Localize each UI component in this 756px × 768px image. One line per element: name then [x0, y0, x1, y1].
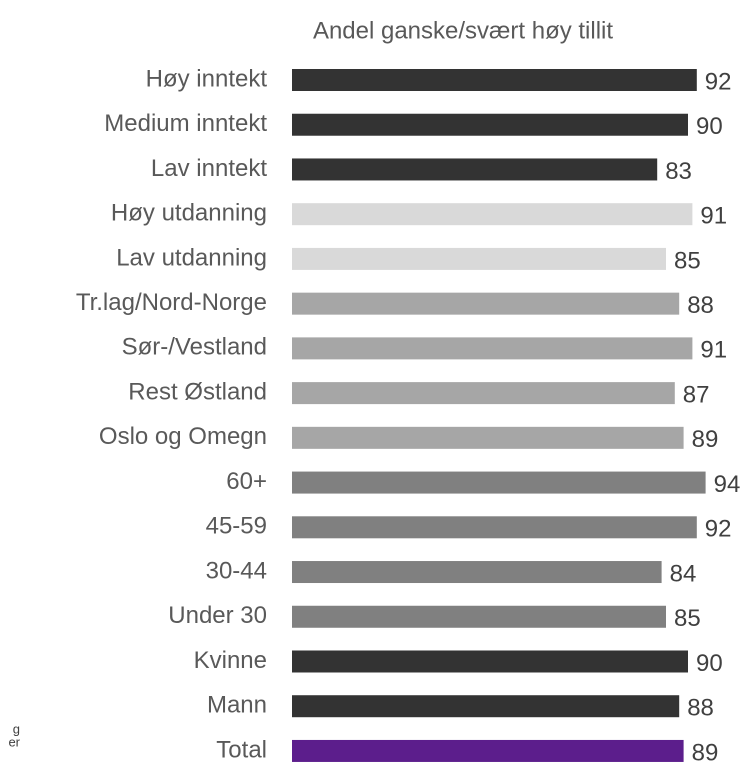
value-label: 83: [665, 158, 692, 185]
category-label: Kvinne: [194, 647, 267, 674]
bar: [292, 382, 675, 405]
bar: [292, 69, 697, 91]
value-label: 89: [692, 426, 719, 453]
category-label: Medium inntekt: [104, 110, 267, 137]
category-label: Total: [216, 736, 267, 763]
value-label: 92: [705, 68, 732, 95]
bar: [292, 561, 662, 584]
category-label: 60+: [226, 468, 267, 495]
category-label: Høy inntekt: [146, 65, 268, 92]
value-label: 91: [700, 337, 727, 364]
bar: [292, 605, 666, 628]
bar: [292, 337, 693, 360]
category-label: Lav utdanning: [116, 244, 267, 271]
category-label: Tr.lag/Nord-Norge: [76, 289, 267, 316]
bar: [292, 158, 658, 181]
bar: [292, 739, 684, 762]
bar: [292, 516, 697, 539]
category-label: Oslo og Omegn: [99, 423, 267, 450]
category-label: Høy utdanning: [111, 200, 267, 227]
value-label: 90: [696, 650, 723, 677]
value-label: 92: [705, 516, 732, 543]
value-label: 85: [674, 247, 701, 274]
bar: [292, 113, 688, 136]
bar: [292, 695, 680, 718]
bar: [292, 292, 680, 315]
category-label: Mann: [207, 692, 267, 719]
bar: [292, 203, 693, 226]
value-label: 89: [692, 739, 719, 766]
value-label: 90: [696, 113, 723, 140]
chart-title: Andel ganske/svært høy tillit: [313, 17, 613, 44]
category-label: Rest Østland: [128, 378, 267, 405]
annotation: er: [8, 734, 20, 749]
value-label: 88: [687, 292, 714, 319]
value-label: 87: [683, 381, 710, 408]
value-label: 88: [687, 695, 714, 722]
value-label: 85: [674, 605, 701, 632]
category-label: 30-44: [206, 557, 267, 584]
category-label: 45-59: [206, 513, 267, 540]
value-label: 91: [700, 203, 727, 230]
annotation: g: [13, 721, 20, 736]
bar: [292, 247, 666, 270]
value-label: 94: [714, 471, 741, 498]
value-label: 84: [670, 560, 697, 587]
category-label: Under 30: [168, 602, 267, 629]
category-label: Sør-/Vestland: [122, 334, 267, 361]
bar: [292, 471, 706, 494]
bar: [292, 650, 688, 673]
bar: [292, 426, 684, 449]
category-label: Lav inntekt: [151, 155, 267, 182]
